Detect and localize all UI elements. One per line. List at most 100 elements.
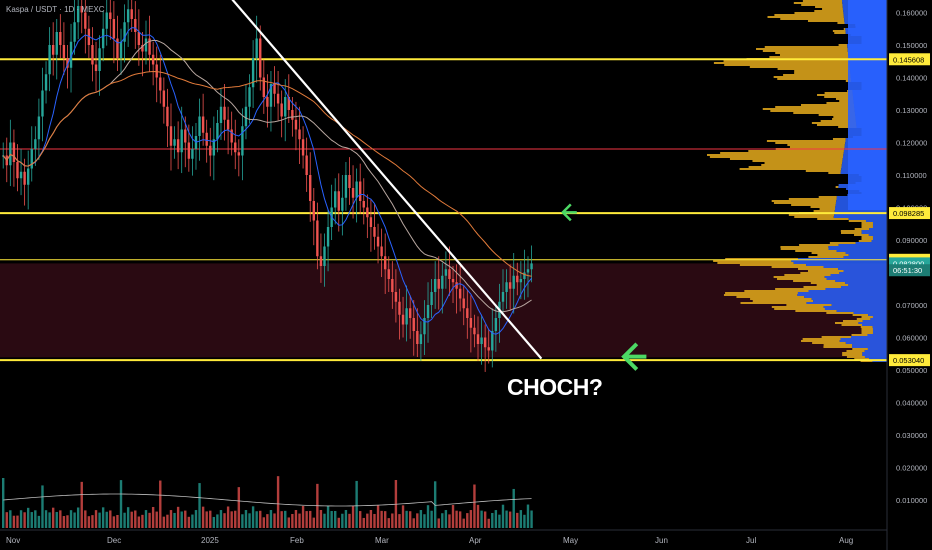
volume-bar bbox=[519, 510, 523, 528]
vp-gold-bar bbox=[775, 106, 855, 108]
vp-gold-bar bbox=[777, 278, 827, 280]
vp-blue-bar bbox=[858, 322, 887, 324]
volume-bar bbox=[76, 507, 80, 528]
vp-gold-bar bbox=[729, 158, 843, 160]
volume-bar bbox=[423, 514, 426, 528]
volume-bar bbox=[405, 510, 408, 528]
vp-gold-bar bbox=[837, 22, 845, 24]
y-tick-label: 0.110000 bbox=[896, 171, 927, 180]
volume-bar bbox=[237, 487, 241, 528]
candle-body bbox=[287, 97, 290, 110]
candle-body bbox=[73, 22, 76, 42]
volume-bar bbox=[526, 504, 530, 528]
vp-blue-bar bbox=[845, 342, 887, 344]
vp-blue-bar bbox=[865, 220, 887, 222]
candle-body bbox=[219, 106, 223, 123]
vp-gold-bar bbox=[817, 254, 849, 256]
vp-blue-bar bbox=[848, 218, 887, 220]
candle-body bbox=[226, 119, 230, 130]
vp-blue-bar bbox=[864, 350, 887, 352]
vp-gold-bar bbox=[861, 222, 873, 224]
vp-gold-bar bbox=[802, 338, 841, 340]
candle-body bbox=[59, 32, 62, 45]
volume-bar bbox=[305, 511, 308, 528]
vp-gold-bar bbox=[846, 350, 865, 352]
volume-bar bbox=[476, 504, 480, 528]
ma-fast-line bbox=[2, 27, 532, 335]
volume-bar bbox=[148, 512, 151, 528]
price-badge-label: 06:51:30 bbox=[893, 266, 922, 275]
candle-body bbox=[526, 269, 530, 273]
volume-bar bbox=[180, 511, 183, 528]
vp-gold-bar bbox=[817, 218, 849, 220]
volume-bar bbox=[444, 510, 448, 528]
candle-body bbox=[383, 256, 387, 270]
vp-gold-bar bbox=[764, 162, 843, 164]
vp-gold-bar bbox=[807, 270, 844, 272]
vp-blue-bar bbox=[872, 332, 887, 334]
volume-bar bbox=[323, 513, 326, 528]
vp-gold-bar bbox=[775, 52, 848, 54]
vp-gold-bar bbox=[739, 168, 842, 170]
vp-gold-bar bbox=[854, 228, 870, 230]
price-badge-label: 0.082800 bbox=[893, 259, 924, 268]
candle-body bbox=[380, 246, 383, 257]
volume-bar bbox=[391, 513, 394, 528]
vp-gold-bar bbox=[780, 18, 845, 20]
vp-gold-bar bbox=[841, 324, 862, 326]
candle-body bbox=[266, 97, 269, 107]
volume-bar bbox=[430, 510, 433, 528]
vp-gold-bar bbox=[810, 206, 836, 208]
candle-body bbox=[298, 129, 301, 140]
volume-bar bbox=[134, 510, 137, 528]
candle-body bbox=[405, 308, 408, 325]
candle-body bbox=[76, 6, 80, 23]
vp-gold-bar bbox=[749, 66, 850, 68]
volume-bar bbox=[466, 513, 469, 528]
candle-body bbox=[426, 305, 430, 318]
vp-blue-bar bbox=[797, 294, 887, 296]
volume-bar bbox=[291, 514, 294, 528]
candle-body bbox=[466, 308, 469, 318]
volume-bar bbox=[298, 513, 301, 528]
volume-bar bbox=[362, 517, 365, 528]
volume-bar bbox=[259, 510, 262, 528]
candle-body bbox=[123, 22, 126, 42]
vp-gold-bar bbox=[821, 336, 852, 338]
candle-body bbox=[12, 142, 16, 162]
vp-blue-bar bbox=[843, 256, 887, 258]
volume-bar bbox=[473, 484, 476, 528]
candle-body bbox=[376, 236, 380, 247]
candle-body bbox=[501, 292, 505, 302]
candle-body bbox=[176, 139, 180, 153]
candle-body bbox=[473, 327, 476, 335]
vp-blue-bar bbox=[872, 238, 887, 240]
vp-gold-bar bbox=[724, 64, 850, 66]
volume-bar bbox=[326, 505, 330, 528]
volume-bar bbox=[169, 510, 173, 528]
price-badge bbox=[889, 264, 930, 277]
vp-gold-bar bbox=[771, 266, 824, 268]
candle-body bbox=[455, 282, 458, 289]
vp-gold-bar bbox=[832, 30, 846, 32]
volume-bar bbox=[2, 478, 5, 528]
volume-bar bbox=[280, 511, 283, 528]
volume-ma-line bbox=[3, 493, 532, 507]
vp-blue-bar bbox=[825, 288, 887, 290]
volume-bar bbox=[19, 510, 23, 528]
vp-blue-bar bbox=[831, 304, 887, 306]
candle-body bbox=[394, 292, 398, 302]
candle-body bbox=[487, 347, 490, 351]
candle-body bbox=[98, 48, 101, 71]
candle-body bbox=[280, 103, 283, 117]
vp-gold-bar bbox=[762, 108, 855, 110]
vp-blue-bar bbox=[868, 314, 887, 316]
candle-body bbox=[51, 45, 55, 55]
volume-bar bbox=[276, 476, 280, 528]
volume-bar bbox=[376, 505, 380, 528]
candle-body bbox=[284, 97, 287, 117]
volume-bar bbox=[16, 515, 19, 528]
candle-body bbox=[494, 318, 498, 331]
candle-body bbox=[362, 201, 365, 208]
